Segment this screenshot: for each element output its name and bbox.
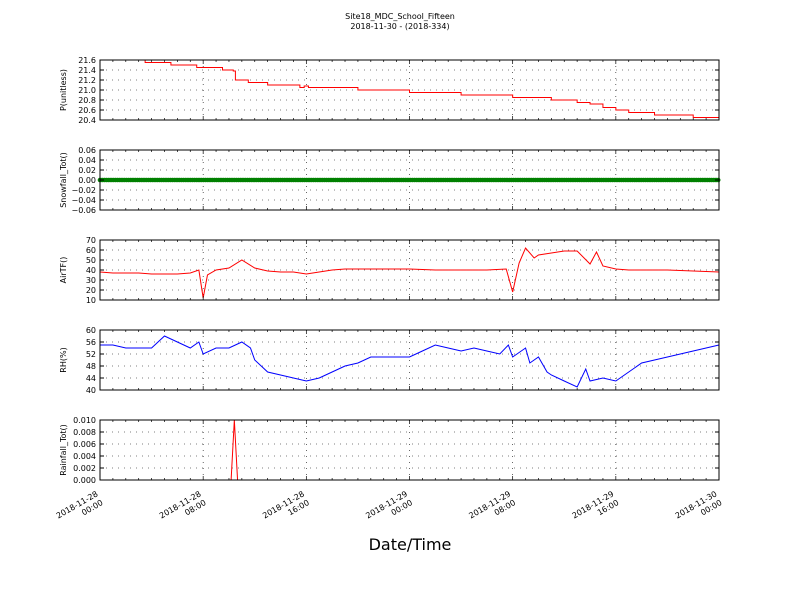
snowfall-markers — [97, 177, 721, 183]
y-tick-label: 21.0 — [78, 86, 96, 95]
panel-0: 21.621.421.221.020.820.620.4 P(unitless) — [59, 56, 720, 125]
series-line-0 — [138, 59, 719, 118]
y-tick-label: 20.4 — [78, 116, 96, 125]
panels: 21.621.421.221.020.820.620.4 P(unitless) 0… — [59, 56, 721, 485]
y-tick-label: 50 — [86, 256, 96, 265]
y-tick-label: 56 — [86, 338, 96, 347]
y-tick-label: 20 — [86, 286, 96, 295]
y-tick-label: 60 — [86, 246, 96, 255]
y-tick-label: 0.02 — [78, 166, 96, 175]
series-line-2 — [99, 247, 720, 299]
chart-title-line1: Site18_MDC_School_Fifteen — [345, 12, 455, 21]
y-tick-label: 21.6 — [78, 56, 96, 65]
y-tick-label: 21.4 — [78, 66, 96, 75]
y-tick-label: 0.06 — [78, 146, 96, 155]
y-axis-label: P(unitless) — [59, 69, 68, 111]
y-tick-label: 0.00 — [78, 176, 96, 185]
y-tick-label: 40 — [86, 386, 96, 395]
y-tick-label: 70 — [86, 236, 96, 245]
y-axis-label: Snowfall_Tot() — [59, 152, 68, 208]
y-tick-label: 44 — [86, 374, 96, 383]
y-tick-label: 48 — [86, 362, 96, 371]
y-tick-label: 0.002 — [73, 464, 96, 473]
y-tick-label: 40 — [86, 266, 96, 275]
y-tick-label: 0.006 — [73, 440, 96, 449]
y-tick-label: 20.6 — [78, 106, 96, 115]
y-tick-label: 0.004 — [73, 452, 96, 461]
y-tick-label: 10 — [86, 296, 96, 305]
y-tick-label: 0.000 — [73, 476, 96, 485]
y-tick-label: −0.04 — [71, 196, 96, 205]
y-tick-label: 0.04 — [78, 156, 96, 165]
series-line-3 — [100, 335, 720, 388]
y-tick-label: 0.008 — [73, 428, 96, 437]
y-axis-label: RH(%) — [59, 347, 68, 372]
y-tick-label: −0.06 — [71, 206, 96, 215]
panel-1: 0.060.040.020.00−0.02−0.04−0.06Snowfall_… — [59, 146, 721, 215]
y-tick-label: 21.2 — [78, 76, 96, 85]
y-tick-label: 30 — [86, 276, 96, 285]
y-axis-label: Rainfall_Tot() — [59, 424, 68, 476]
panel-4: 0.010 0.008 0.006 0.004 0.002 0.000 Rainfall_T… — [59, 416, 720, 485]
y-tick-label: 0.010 — [73, 416, 96, 425]
chart-title-line2: 2018-11-30 - (2018-334) — [350, 22, 449, 31]
x-axis-label: Date/Time — [369, 535, 452, 554]
panel-3: 60 56 52 48 44 40 RH(%) — [59, 326, 720, 395]
y-tick-label: 60 — [86, 326, 96, 335]
y-tick-label: 52 — [86, 350, 96, 359]
y-tick-label: 20.8 — [78, 96, 96, 105]
y-tick-label: −0.02 — [71, 186, 96, 195]
y-axis-label: AirTF() — [59, 257, 68, 284]
